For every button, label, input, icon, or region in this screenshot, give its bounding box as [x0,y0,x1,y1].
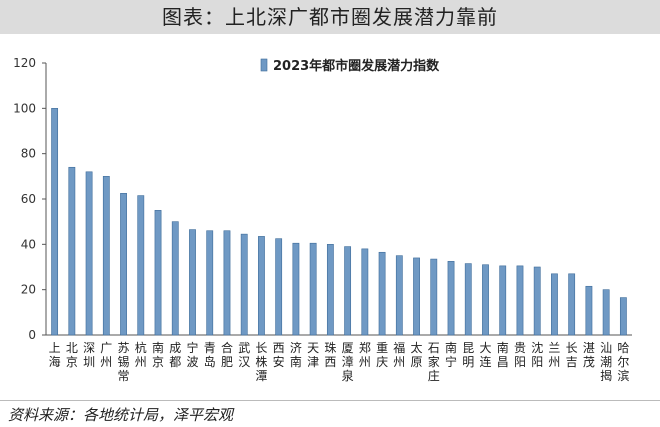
chart-area: 0 20 40 60 80 100 120 上海 北京 深圳 广州 苏锡常 杭州 南京 成都 宁波 青岛 合肥武… [0,34,660,400]
x-axis-labels: 上海北京深圳广州苏锡常杭州南京成都宁波青岛合肥武汉长株潭西安济南天津珠西厦漳泉郑… [49,340,630,383]
bar [447,261,455,336]
x-tick-label: 青岛 [204,341,216,369]
bar [223,230,231,336]
x-tick-label: 哈尔滨 [617,341,629,383]
x-tick-label: 珠西 [324,341,336,369]
bar [551,273,558,336]
x-tick-label: 杭州 [135,340,147,369]
x-tick-label: 长吉 [566,341,578,369]
bar [120,193,127,336]
bar [602,289,610,336]
bar [361,248,369,336]
legend: 2023年都市圈发展潜力指数 [260,58,440,74]
x-tick-label: 厦漳泉 [342,341,354,383]
bar [568,273,576,336]
x-tick-label: 武汉 [238,341,250,369]
bar [430,258,438,336]
bar [171,221,179,336]
bar [499,265,507,336]
bar [344,246,352,336]
bars [51,108,627,336]
bar [585,285,593,336]
x-tick-label: 重庆 [376,341,388,369]
x-tick-label: 汕潮揭 [600,341,612,383]
x-tick-label: 成都 [169,341,181,369]
x-tick-label: 深圳 [83,341,95,369]
y-tick-label: 20 [21,283,36,297]
x-tick-label: 宁波 [186,340,198,369]
bar [395,255,403,336]
bar [51,108,59,336]
x-tick-label: 兰州 [548,341,560,369]
bar [482,264,489,336]
source-text: 资料来源：各地统计局，泽平宏观 [8,406,234,424]
x-tick-label: 天津 [307,341,319,369]
bar [85,171,93,336]
x-tick-label: 广州 [100,341,112,369]
x-tick-label: 贵阳 [514,341,526,369]
x-tick-label: 沈阳 [531,340,543,369]
bar [413,257,420,336]
x-tick-label: 长株潭 [255,341,267,383]
bar [275,238,283,336]
x-tick-label: 上海 [49,341,61,369]
x-tick-label: 苏锡常 [118,341,130,383]
x-tick-label: 西安 [273,341,285,369]
x-tick-label: 北京 [66,341,78,369]
chart-title: 图表：上北深广都市圈发展潜力靠前 [0,0,660,34]
bar [292,242,300,336]
y-tick-label: 80 [21,147,36,161]
legend-swatch [260,58,268,72]
x-tick-label: 太原 [411,340,423,369]
x-tick-label: 福州 [393,340,405,369]
bar [533,266,541,336]
x-tick-label: 大连 [479,341,491,369]
source-footer: 资料来源：各地统计局，泽平宏观 [0,400,660,427]
bar [240,233,248,336]
y-tick-label: 40 [21,237,36,251]
x-tick-label: 昆明 [462,341,474,369]
bar [206,230,214,336]
x-tick-label: 石家庄 [428,341,440,383]
y-tick-label: 0 [28,328,36,342]
bar [516,265,524,336]
bar [258,236,265,336]
bar [154,210,162,336]
x-tick-label: 南昌 [497,340,509,369]
x-tick-label: 南宁 [445,340,457,369]
x-tick-label: 湛茂 [583,341,595,369]
x-tick-label: 济南 [290,340,302,369]
x-tick-label: 合肥 [221,340,233,369]
bar [189,229,196,336]
y-tick-label: 120 [13,56,36,70]
bar [326,244,334,336]
x-tick-label: 郑州 [359,340,371,369]
y-tick-label: 100 [13,101,36,115]
legend-label: 2023年都市圈发展潜力指数 [273,58,440,74]
bar [137,195,145,336]
bar [102,176,110,336]
y-tick-label: 60 [21,192,36,206]
x-tick-label: 南京 [152,340,164,369]
bar [619,297,627,336]
bar [309,242,317,336]
bar [68,166,76,336]
bar-chart: 0 20 40 60 80 100 120 上海北京深圳广州苏锡常杭州南京成都宁波青岛合肥武… [13,56,632,383]
bar [378,251,386,336]
bar [464,263,472,336]
